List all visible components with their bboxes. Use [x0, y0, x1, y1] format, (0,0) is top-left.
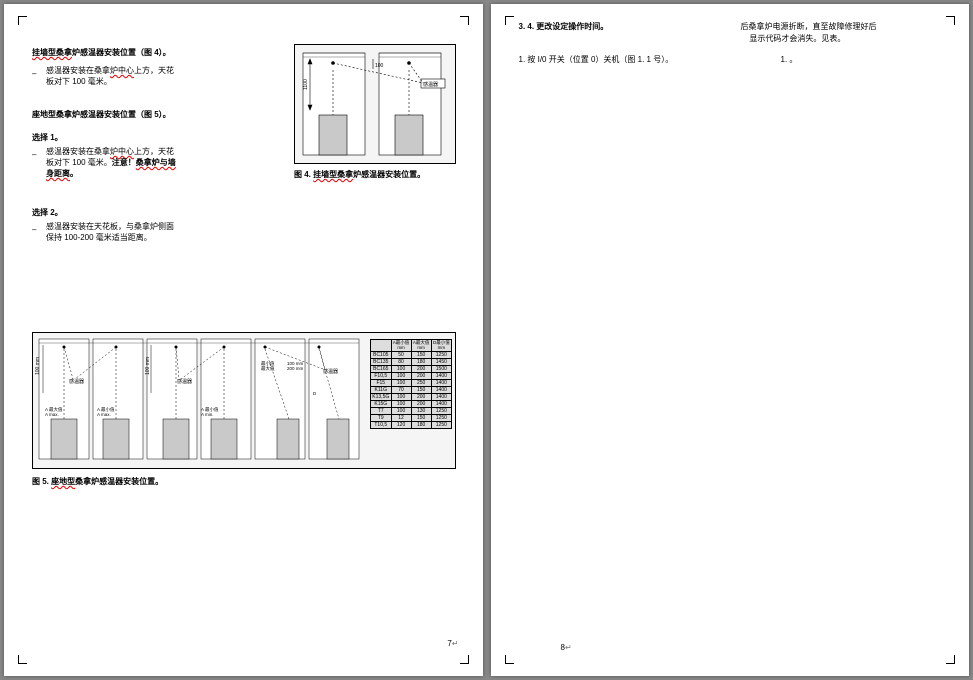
svg-text:A max.: A max.	[45, 412, 59, 417]
sensor-label: 感温器	[423, 81, 438, 88]
svg-text:感温器: 感温器	[323, 368, 338, 375]
svg-text:A min.: A min.	[201, 412, 214, 417]
svg-text:100: 100	[375, 63, 384, 69]
svg-text:最大值: 最大值	[261, 365, 275, 372]
crop-mark	[505, 16, 514, 25]
heading-floor-mount: 座地型桑拿炉感温器安装位置（图 5）。	[32, 109, 171, 121]
crop-mark	[946, 655, 955, 664]
figure-4: 100 感温器 1100	[294, 44, 456, 164]
page-number: 7↵	[447, 639, 458, 648]
page-number: 8↵	[561, 643, 572, 652]
svg-text:A max.: A max.	[97, 412, 111, 417]
svg-text:200 mm: 200 mm	[287, 366, 304, 371]
figure-5-caption: 图 5. 座地型桑拿炉感温器安装位置。	[32, 476, 163, 487]
right-col-text: 后桑拿炉电源折断，直至故障修理好后 显示代码才会消失。见表。	[741, 21, 941, 45]
heading-wall-mount: 挂墙型桑拿炉感温器安装位置（图 4）。	[32, 47, 171, 59]
svg-text:感温器: 感温器	[69, 378, 84, 385]
page-7: 挂墙型桑拿炉感温器安装位置（图 4）。 – 感温器安装在桑拿炉中心上方，天花板对…	[4, 4, 483, 676]
crop-mark	[18, 655, 27, 664]
bullet-text-1: 感温器安装在桑拿炉中心上方，天花板对下 100 毫米。	[46, 65, 276, 87]
svg-text:感温器: 感温器	[177, 378, 192, 385]
page-8: 3. 4. 更改设定操作时间。 后桑拿炉电源折断，直至故障修理好后 显示代码才会…	[491, 4, 970, 676]
option-2-label: 选择 2。	[32, 207, 63, 219]
crop-mark	[505, 655, 514, 664]
bullet-text-2: 感温器安装在桑拿炉中心上方，天花板对下 100 毫米。注意！桑拿炉与墙身距离。	[46, 146, 276, 179]
svg-text:100 mm: 100 mm	[35, 357, 41, 375]
step-1: 1. 按 I/0 开关（位置 0）关机（图 1. 1 号）。	[519, 54, 729, 66]
section-3-4: 3. 4. 更改设定操作时间。	[519, 21, 609, 33]
right-item-1: 1. 。	[781, 54, 798, 66]
crop-mark	[460, 16, 469, 25]
crop-mark	[946, 16, 955, 25]
svg-text:1100: 1100	[303, 79, 309, 90]
bullet: –	[32, 69, 36, 78]
svg-text:100 mm: 100 mm	[145, 357, 151, 375]
figure-5-table: A最小值mmA最大值mmD最小值mm BC105501501250 BC1358…	[370, 339, 452, 429]
crop-mark	[18, 16, 27, 25]
option-1-label: 选择 1。	[32, 132, 63, 144]
bullet: –	[32, 150, 36, 159]
figure-4-caption: 图 4. 挂墙型桑拿炉感温器安装位置。	[294, 169, 425, 180]
bullet-text-3: 感温器安装在天花板，与桑拿炉侧面保持 100-200 毫米适当距离。	[46, 221, 276, 243]
crop-mark	[460, 655, 469, 664]
figure-5: 感温器 感温器 感温器	[32, 332, 456, 469]
bullet: –	[32, 225, 36, 234]
